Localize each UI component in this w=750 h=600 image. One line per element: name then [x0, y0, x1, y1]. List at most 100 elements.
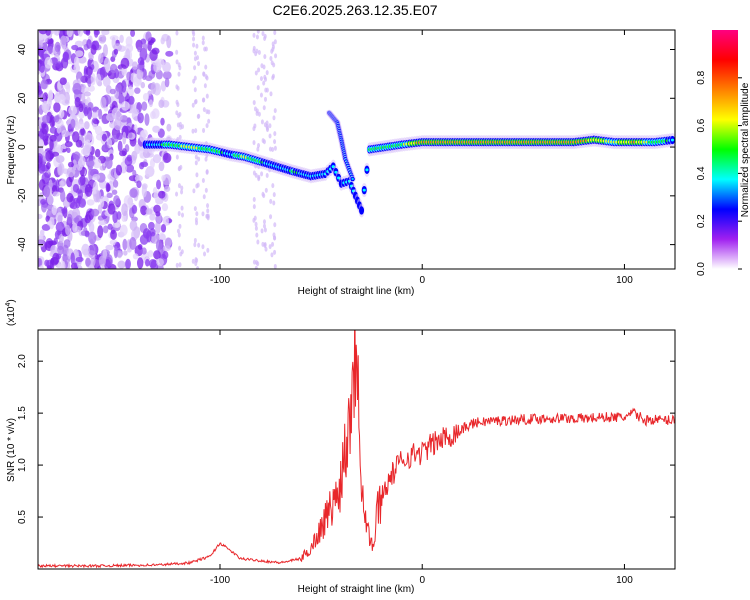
spectrogram-noise-speck	[90, 255, 96, 267]
spectrogram-y-tick-label: 40	[17, 44, 28, 56]
spectrogram-noise-speck	[145, 208, 153, 215]
snr-y-tick-label: 0.5	[17, 510, 28, 524]
spectrogram-noise-speck	[137, 112, 144, 124]
spectrogram-noise-speck	[132, 108, 139, 114]
spectrogram-noise-speck	[110, 229, 117, 240]
spectrogram-noise-streak	[204, 156, 208, 162]
spectrogram-noise-streak	[255, 108, 259, 114]
spectrogram-noise-speck	[39, 63, 45, 73]
spectrogram-noise-speck	[72, 82, 82, 95]
spectrogram-noise-speck	[136, 257, 144, 269]
spectrogram-noise-speck	[136, 69, 144, 80]
spectrogram-noise-speck	[165, 50, 174, 57]
spectrogram-noise-streak	[274, 53, 278, 59]
spectrogram-x-tick-label: 100	[616, 275, 633, 286]
signal-core	[365, 168, 369, 172]
spectrogram-noise-speck	[155, 211, 161, 217]
spectrogram-noise-speck	[140, 205, 148, 216]
snr-x-tick-label: 100	[616, 575, 633, 586]
spectrogram-noise-streak	[264, 87, 268, 93]
spectrogram-noise-streak	[255, 34, 259, 40]
spectrogram-noise-streak	[177, 62, 181, 68]
spectrogram-noise-streak	[193, 50, 197, 56]
spectrogram-noise-speck	[121, 203, 128, 217]
spectrogram-noise-speck	[99, 165, 106, 171]
spectrogram-noise-speck	[73, 217, 80, 223]
spectrogram-noise-streak	[206, 203, 210, 209]
spectrogram-noise-speck	[65, 224, 71, 236]
colorbar: 0.0 0.2 0.4 0.6 0.8 Normalized spectral ampl…	[696, 30, 750, 276]
spectrogram-noise-speck	[129, 237, 137, 250]
spectrogram-noise-streak	[180, 189, 184, 195]
signal-core	[362, 188, 366, 192]
spectrogram-noise-streak	[254, 265, 258, 269]
spectrogram-noise-streak	[175, 30, 179, 36]
spectrogram-noise-speck	[166, 123, 172, 132]
spectrogram-noise-speck	[140, 81, 146, 89]
spectrogram-noise-streak	[176, 122, 180, 128]
spectrogram-noise-speck	[116, 132, 124, 141]
spectrogram-noise-speck	[162, 152, 172, 163]
spectrogram-noise-streak	[256, 261, 260, 267]
spectrogram-noise-speck	[141, 129, 148, 138]
spectrogram-noise-speck	[148, 259, 157, 268]
spectrogram-noise-speck	[67, 161, 74, 168]
spectrogram-noise-speck	[150, 81, 157, 95]
spectrogram-noise-speck	[63, 239, 71, 249]
spectrogram-noise-streak	[260, 228, 264, 234]
spectrogram-noise-streak	[256, 146, 260, 152]
spectrogram-noise-speck	[141, 184, 147, 198]
spectrogram-noise-speck	[120, 57, 130, 69]
spectrogram-noise-streak	[263, 227, 267, 233]
spectrogram-noise-streak	[201, 244, 205, 250]
spectrogram-noise-speck	[105, 182, 110, 193]
spectrogram-noise-streak	[262, 105, 266, 111]
spectrogram-noise-streak	[252, 100, 256, 106]
spectrogram-noise-streak	[257, 111, 261, 117]
spectrogram-noise-speck	[101, 30, 110, 36]
spectrogram-noise-speck	[46, 220, 53, 226]
spectrogram-noise-streak	[263, 122, 267, 128]
spectrogram-noise-speck	[84, 214, 91, 224]
spectrogram-noise-speck	[134, 175, 143, 182]
spectrogram-noise-speck	[162, 216, 169, 227]
spectrogram-noise-speck	[68, 105, 78, 116]
spectrogram-noise-speck	[59, 77, 67, 86]
spectrogram-noise-streak	[175, 59, 179, 65]
spectrogram-noise-speck	[46, 161, 51, 170]
spectrogram-noise-streak	[192, 188, 196, 194]
spectrogram-noise-speck	[164, 77, 170, 88]
spectrogram-noise-speck	[76, 162, 83, 171]
snr-y-tick-label: 1.0	[17, 458, 28, 472]
spectrogram-noise-speck	[113, 48, 119, 55]
spectrogram-noise-streak	[191, 128, 195, 134]
spectrogram-noise-speck	[62, 253, 68, 262]
spectrogram-noise-speck	[44, 259, 50, 267]
spectrogram-noise-streak	[273, 263, 277, 269]
spectrogram-noise-speck	[85, 66, 93, 76]
spectrogram-noise-streak	[264, 246, 268, 252]
spectrogram-noise-streak	[265, 70, 269, 76]
spectrogram-noise-streak	[201, 35, 205, 41]
spectrogram-noise-speck	[51, 151, 60, 157]
spectrogram-noise-speck	[107, 203, 116, 215]
spectrogram-noise-speck	[145, 258, 150, 267]
spectrogram-noise-speck	[42, 114, 50, 124]
spectrogram-noise-streak	[272, 200, 276, 206]
spectrogram-noise-speck	[117, 140, 123, 153]
spectrogram-noise-streak	[192, 31, 196, 37]
spectrogram-noise-speck	[162, 250, 169, 260]
colorbar-tick-label: 0.6	[696, 118, 707, 132]
spectrogram-noise-streak	[272, 232, 276, 238]
spectrogram-noise-streak	[194, 154, 198, 160]
spectrogram-noise-streak	[256, 30, 260, 34]
spectrogram-noise-speck	[112, 210, 118, 224]
spectrogram-noise-streak	[191, 102, 195, 108]
spectrogram-noise-streak	[202, 71, 206, 77]
spectrogram-noise-speck	[164, 237, 172, 247]
spectrogram-noise-speck	[88, 231, 97, 245]
spectrogram-noise-streak	[261, 31, 265, 37]
spectrogram-noise-speck	[52, 191, 60, 197]
spectrogram-noise-streak	[201, 97, 205, 103]
spectrogram-y-axis-label: Frequency (Hz)	[6, 116, 17, 185]
